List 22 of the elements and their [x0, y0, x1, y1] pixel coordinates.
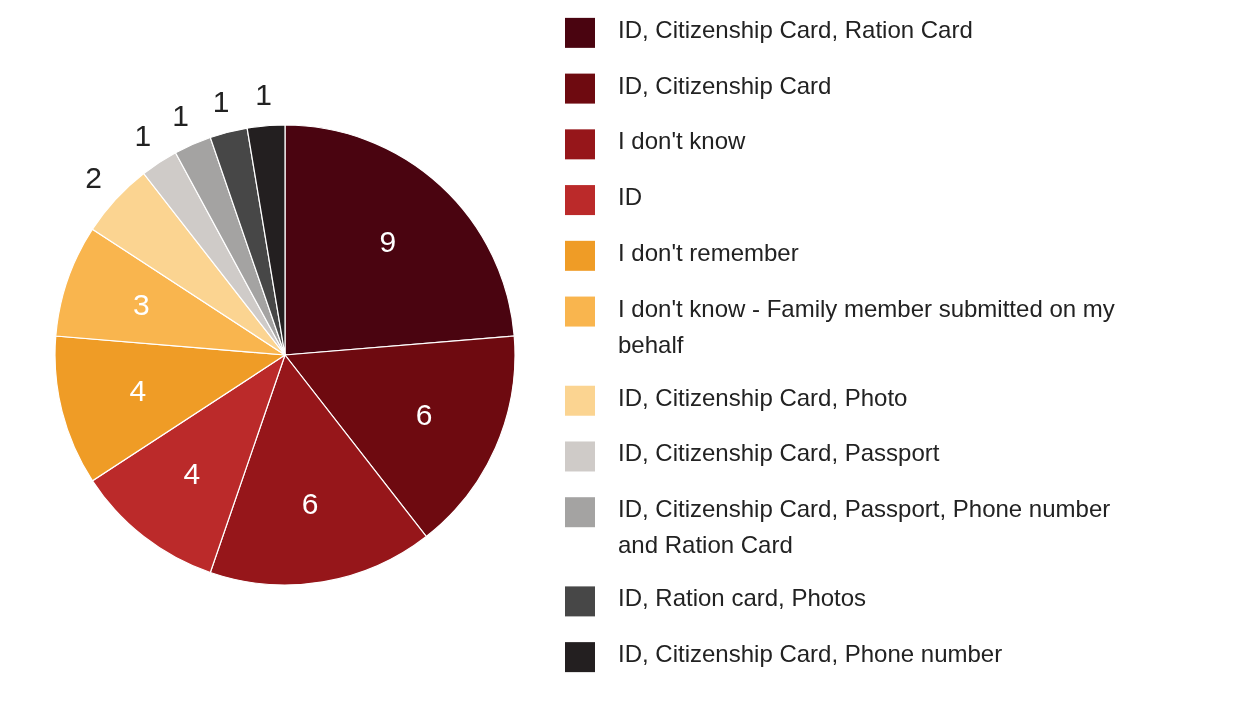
legend-label: ID, Citizenship Card, Ration Card: [618, 15, 973, 43]
legend-label: ID, Citizenship Card, Passport: [618, 439, 940, 467]
data-label: 1: [134, 119, 152, 153]
legend-label: ID, Citizenship Card, Passport, Phone number and Ration Card: [618, 495, 1111, 559]
legend-label: I don't know - Family member submitted on my behalf: [618, 294, 1115, 358]
legend-label: ID: [618, 183, 642, 211]
data-label: 4: [129, 374, 147, 408]
legend-label: I don't know: [618, 127, 746, 155]
data-label: 1: [255, 77, 272, 111]
legend-label: ID, Citizenship Card, Phone number: [618, 640, 1003, 668]
legend-label: ID, Citizenship Card: [618, 71, 832, 99]
legend-label: I don't remember: [618, 238, 799, 266]
data-label: 4: [183, 456, 201, 490]
data-label: 1: [212, 84, 230, 118]
data-label: 2: [85, 160, 103, 194]
data-label: 3: [133, 287, 150, 321]
data-label: 6: [415, 397, 433, 431]
data-label: 6: [301, 486, 319, 520]
legend-label: ID, Ration card, Photos: [618, 584, 867, 612]
data-label: 1: [172, 98, 189, 132]
legend-label: ID, Citizenship Card, Photo: [618, 383, 908, 411]
data-label: 9: [379, 225, 397, 259]
